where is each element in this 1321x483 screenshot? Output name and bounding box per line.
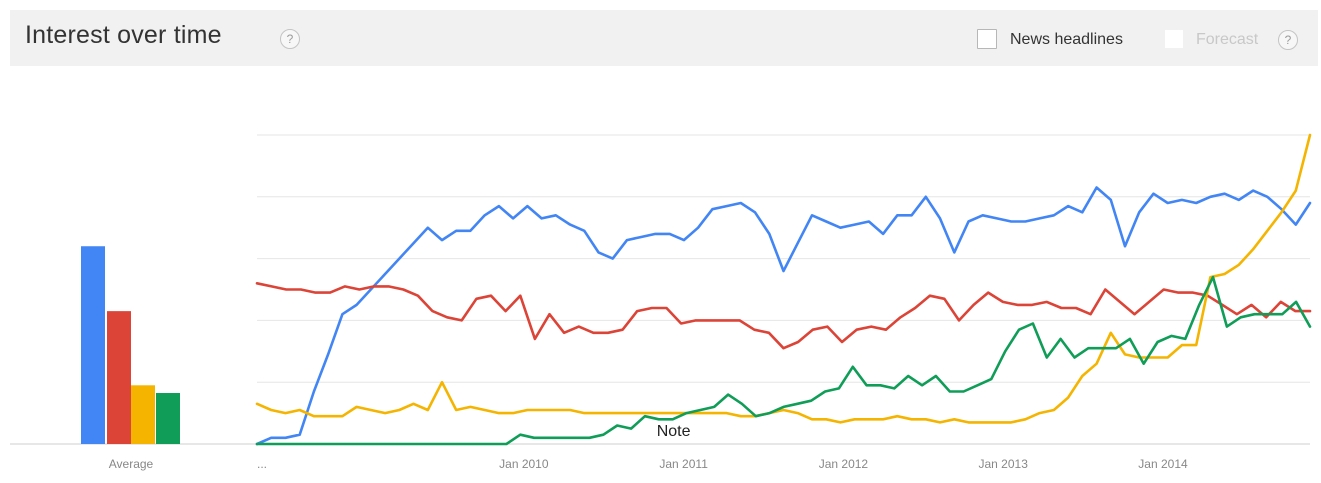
average-label: Average: [109, 457, 154, 471]
series-line-3: [255, 275, 1312, 446]
forecast-checkbox: [1164, 29, 1184, 49]
x-tick-label-0: ...: [257, 457, 267, 471]
x-tick-label-4: Jan 2013: [979, 457, 1029, 471]
series-line-1: [255, 281, 1312, 350]
series-line-0: [255, 186, 1312, 446]
news-headlines-checkbox[interactable]: [977, 29, 997, 49]
x-tick-label-3: Jan 2012: [819, 457, 869, 471]
average-bar-0: [81, 246, 105, 444]
chart-header: Interest over time ? News headlines Fore…: [10, 10, 1318, 66]
series-line-2: [255, 133, 1312, 424]
average-bar-3: [156, 393, 180, 444]
average-bar-1: [107, 311, 131, 444]
x-tick-label-5: Jan 2014: [1138, 457, 1188, 471]
average-bar-2: [131, 385, 155, 444]
note-annotation: Note: [657, 423, 691, 440]
x-tick-label-1: Jan 2010: [499, 457, 549, 471]
forecast-help-icon[interactable]: ?: [1278, 30, 1298, 50]
chart-title: Interest over time: [25, 21, 222, 49]
title-help-icon[interactable]: ?: [280, 29, 300, 49]
x-tick-label-2: Jan 2011: [659, 457, 708, 471]
news-headlines-label[interactable]: News headlines: [1010, 31, 1123, 48]
forecast-label: Forecast: [1196, 31, 1259, 48]
